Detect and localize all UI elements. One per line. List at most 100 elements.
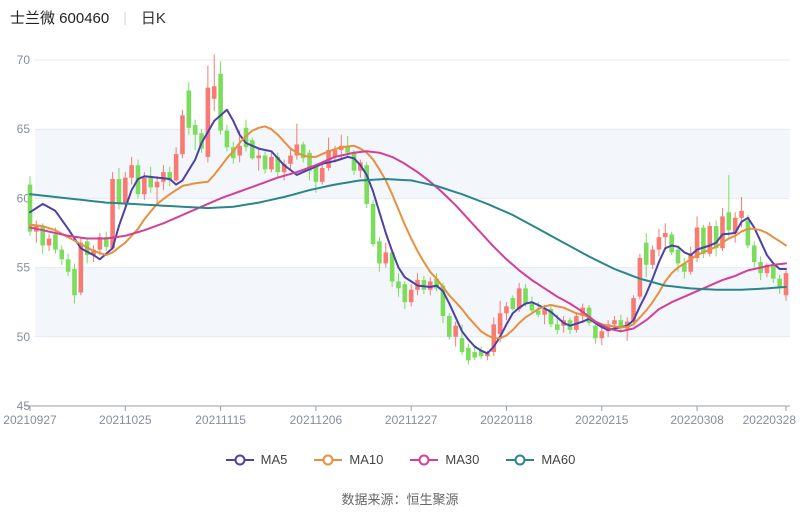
candle-down bbox=[370, 203, 376, 245]
legend-item-ma30[interactable]: MA30 bbox=[409, 452, 479, 467]
candle-down bbox=[351, 152, 357, 171]
candle-up bbox=[631, 298, 636, 322]
candle-up bbox=[485, 353, 490, 357]
candle-down bbox=[523, 288, 528, 304]
y-axis-label: 60 bbox=[17, 191, 31, 205]
candle-down bbox=[65, 259, 71, 272]
candle-up bbox=[612, 320, 617, 325]
candle-down bbox=[440, 285, 446, 317]
candle-up bbox=[173, 154, 179, 181]
candle-down bbox=[300, 144, 306, 159]
x-axis-label: 20211115 bbox=[195, 413, 246, 427]
candle-down bbox=[777, 278, 782, 287]
candle-down bbox=[421, 280, 427, 290]
candle-down bbox=[275, 156, 281, 173]
legend-label: MA10 bbox=[349, 452, 384, 467]
legend-ma60-icon bbox=[506, 454, 535, 465]
y-axis-label: 70 bbox=[17, 53, 31, 67]
x-axis-label: 20211227 bbox=[385, 413, 438, 427]
legend-label: MA5 bbox=[260, 452, 288, 467]
candle-up bbox=[408, 289, 414, 303]
candle-down bbox=[224, 130, 230, 148]
legend-item-ma10[interactable]: MA10 bbox=[313, 452, 383, 467]
candle-up bbox=[142, 177, 147, 195]
candle-down bbox=[478, 350, 484, 357]
candle-up bbox=[154, 181, 160, 188]
chart-legend: MA5 MA10 MA30 MA60 bbox=[0, 452, 800, 467]
candle-up bbox=[161, 172, 166, 182]
candle-up bbox=[663, 233, 668, 238]
plot-band bbox=[35, 267, 790, 337]
candle-down bbox=[510, 298, 516, 310]
candle-up bbox=[78, 242, 84, 293]
legend-item-ma5[interactable]: MA5 bbox=[225, 452, 288, 467]
candle-down bbox=[713, 226, 719, 249]
candle-up bbox=[46, 238, 52, 246]
candle-down bbox=[192, 125, 198, 135]
x-axis-label: 20220215 bbox=[575, 413, 629, 427]
candle-down bbox=[396, 281, 401, 289]
title-bar: 士兰微 600460 | 日K bbox=[10, 6, 166, 28]
candle-down bbox=[726, 212, 732, 231]
candle-down bbox=[53, 234, 58, 250]
legend-item-ma60[interactable]: MA60 bbox=[505, 452, 575, 467]
candle-up bbox=[97, 237, 103, 250]
x-axis-label: 20220118 bbox=[480, 413, 533, 427]
candle-up bbox=[504, 306, 509, 314]
candle-down bbox=[148, 177, 154, 188]
legend-label: MA60 bbox=[541, 452, 576, 467]
candle-down bbox=[472, 352, 478, 358]
candle-down bbox=[669, 234, 674, 253]
candle-down bbox=[364, 165, 370, 204]
plot-band bbox=[35, 129, 790, 199]
candle-down bbox=[554, 324, 560, 330]
ma-line-ma5 bbox=[29, 108, 787, 355]
candle-down bbox=[262, 155, 268, 170]
y-axis-label: 45 bbox=[17, 399, 31, 413]
ma-line-ma30 bbox=[29, 150, 787, 333]
data-source-note: 数据来源：恒生聚源 bbox=[341, 492, 459, 507]
candle-up bbox=[739, 210, 744, 218]
candle-up bbox=[211, 86, 217, 99]
legend-label: MA30 bbox=[445, 452, 480, 467]
period-tab-daily-k[interactable]: 日K bbox=[140, 9, 166, 27]
candle-up bbox=[269, 156, 274, 170]
candle-up bbox=[180, 115, 185, 155]
legend-ma10-icon bbox=[314, 454, 343, 465]
candle-down bbox=[389, 252, 395, 282]
candle-down bbox=[446, 316, 452, 337]
candle-down bbox=[313, 166, 319, 182]
y-axis-label: 65 bbox=[17, 122, 31, 136]
candle-down bbox=[535, 310, 541, 315]
candle-down bbox=[529, 303, 535, 311]
legend-ma5-icon bbox=[225, 454, 254, 465]
candle-up bbox=[122, 177, 128, 204]
candle-up bbox=[453, 325, 458, 337]
x-axis-label: 20220308 bbox=[670, 413, 724, 427]
candle-up bbox=[281, 163, 287, 173]
candle-down bbox=[377, 241, 382, 264]
x-axis-label: 20211206 bbox=[290, 413, 343, 427]
candle-up bbox=[650, 249, 655, 265]
candle-up bbox=[764, 264, 770, 274]
candle-down bbox=[643, 242, 649, 265]
candle-up bbox=[288, 155, 293, 164]
candle-down bbox=[586, 307, 592, 323]
legend-ma30-icon bbox=[410, 454, 439, 465]
candle-up bbox=[256, 155, 262, 159]
candle-down bbox=[72, 268, 77, 296]
candle-down bbox=[548, 309, 554, 325]
candle-down bbox=[675, 249, 681, 264]
candle-up bbox=[637, 257, 643, 297]
candle-up bbox=[720, 216, 725, 249]
candle-down bbox=[250, 140, 255, 159]
candle-up bbox=[542, 309, 547, 315]
candle-down bbox=[345, 145, 350, 153]
candle-up bbox=[237, 145, 242, 156]
x-axis-label: 20210927 bbox=[3, 413, 57, 427]
candle-up bbox=[319, 167, 325, 182]
candle-down bbox=[466, 347, 471, 361]
candle-up bbox=[516, 288, 522, 310]
y-axis-label: 50 bbox=[17, 330, 31, 344]
